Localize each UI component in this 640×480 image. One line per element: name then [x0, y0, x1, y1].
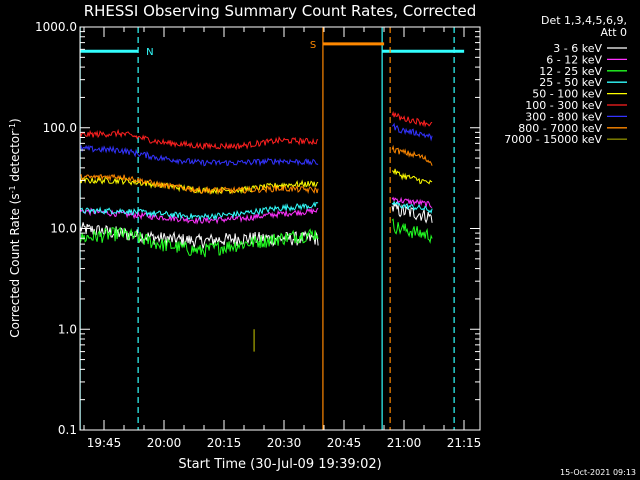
y-tick-label: 100.0: [43, 121, 77, 135]
legend-label: 25 - 50 keV: [539, 76, 602, 89]
marker-layer: NS: [79, 27, 465, 430]
legend-header: Att 0: [601, 26, 627, 39]
legend-label: 800 - 7000 keV: [518, 122, 602, 135]
series-300-800-kev-after: [391, 122, 433, 142]
legend-label: 6 - 12 keV: [546, 53, 602, 66]
series-800-7000-kev-after: [391, 144, 433, 166]
legend-label: 7000 - 15000 keV: [504, 133, 602, 146]
series-100-300-kev-after: [391, 110, 433, 128]
x-tick-label: 20:00: [147, 436, 182, 450]
series-25-50-kev-after: [391, 200, 433, 215]
x-tick-label: 20:45: [327, 436, 362, 450]
series-300-800-kev: [79, 144, 319, 167]
y-axis-label-close: ): [8, 118, 22, 123]
x-tick-label: 21:00: [387, 436, 422, 450]
plot-frame: [79, 26, 481, 431]
annotation-n: N: [146, 47, 153, 58]
series-25-50-kev: [79, 201, 319, 222]
series-800-7000-kev: [79, 173, 319, 196]
legend-header: Det 1,3,4,5,6,9,: [541, 14, 627, 27]
footer-date: 15-Oct-2021 09:13: [560, 468, 636, 477]
y-tick-label: 1.0: [58, 322, 77, 336]
series-12-25-kev-after: [391, 218, 433, 244]
legend-label: 300 - 800 keV: [525, 110, 602, 123]
y-tick-label: 10.0: [50, 222, 77, 236]
y-axis-label-sup: -1: [8, 185, 17, 193]
y-tick-label: 0.1: [58, 423, 77, 437]
legend-label: 12 - 25 keV: [539, 65, 602, 78]
y-axis-label-detector: detector: [8, 131, 22, 186]
x-tick-label: 19:45: [87, 436, 122, 450]
series-100-300-kev: [79, 128, 319, 151]
x-tick-label: 20:15: [207, 436, 242, 450]
series-12-25-kev: [79, 226, 319, 258]
legend-label: 50 - 100 keV: [532, 88, 602, 101]
y-axis-label: Corrected Count Rate (s-1 detector-1): [8, 118, 23, 337]
series-3-6-kev-after: [391, 201, 433, 224]
y-tick-label: 1000.0: [35, 20, 77, 34]
chart-title: RHESSI Observing Summary Count Rates, Co…: [84, 2, 477, 20]
annotation-s: S: [310, 40, 316, 51]
y-axis-label-main: Corrected Count Rate (s: [8, 193, 22, 337]
series-3-6-kev: [79, 222, 319, 249]
x-tick-label: 20:30: [267, 436, 302, 450]
series-50-100-kev: [79, 176, 319, 196]
series-50-100-kev-after: [392, 168, 433, 185]
y-axis-label-sup2: -1: [8, 123, 17, 131]
series-layer: [79, 110, 433, 352]
x-tick-label: 21:15: [447, 436, 482, 450]
legend-label: 3 - 6 keV: [553, 42, 602, 55]
series-6-12-kev-after: [391, 196, 433, 208]
x-axis-label: Start Time (30-Jul-09 19:39:02): [178, 457, 381, 472]
legend-label: 100 - 300 keV: [525, 99, 602, 112]
axis-layer: 1000.0 100.0 10.0 1.0 0.1 19:45 20:00 20:15 20:3…: [35, 20, 481, 450]
